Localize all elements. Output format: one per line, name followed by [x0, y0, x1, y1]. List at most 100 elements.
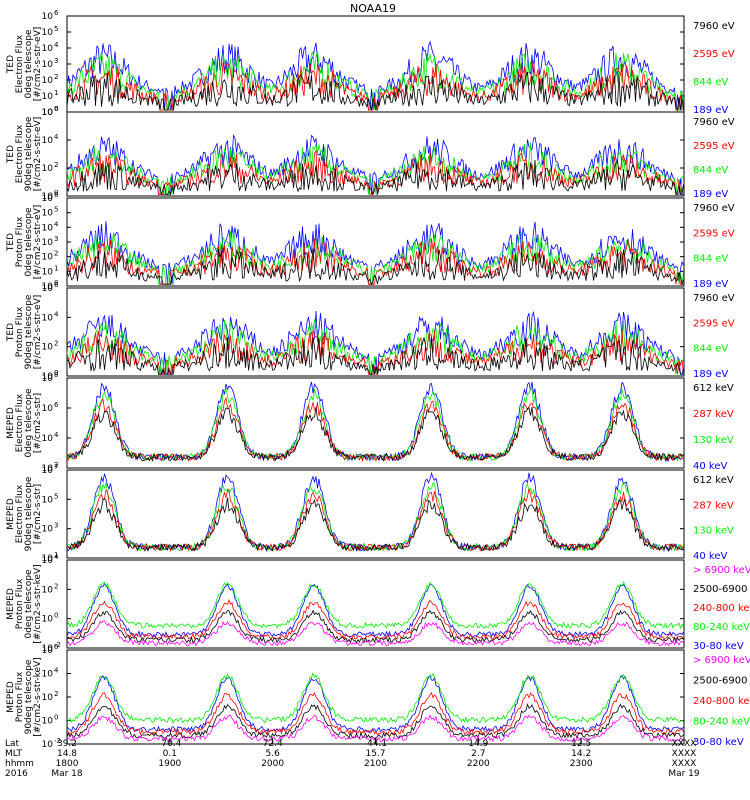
x-tick-label: XXXX: [672, 759, 697, 769]
panel-data: [67, 471, 684, 553]
legend-label: 2595 eV: [693, 318, 735, 329]
y-axis-label: TED: [6, 233, 16, 252]
legend-label: 287 keV: [693, 500, 734, 511]
y-tick-exponent: -2: [54, 737, 61, 745]
legend-label: 844 eV: [693, 344, 728, 355]
series-red: [67, 488, 684, 553]
y-axis-label: Electron Flux: [15, 484, 25, 543]
y-tick-label: 10: [42, 282, 54, 292]
y-tick-exponent: 5: [54, 206, 58, 214]
legend-label: 2595 eV: [693, 228, 735, 239]
series-blue: [67, 221, 684, 285]
y-tick-label: 10: [42, 44, 54, 54]
y-tick-exponent: 3: [54, 522, 58, 530]
y-axis-label: 0deg telescope: [24, 29, 34, 99]
legend-label: 844 eV: [693, 77, 728, 88]
y-tick-exponent: 6: [54, 401, 59, 409]
y-tick-exponent: 3: [54, 235, 58, 243]
x-row-label: 2016: [5, 769, 28, 779]
legend-label: 2500-6900: [693, 584, 748, 595]
y-axis-label: [#/cm2-s-str-eV]: [33, 295, 43, 370]
x-tick-label: 2000: [261, 759, 284, 769]
y-tick-label: 10: [42, 60, 54, 70]
y-tick-label: 10: [42, 313, 54, 323]
y-tick-label: 10: [42, 495, 54, 505]
x-tick-label: 1800: [56, 759, 79, 769]
x-tick-label: -70.4: [158, 739, 182, 749]
y-axis-label: [#/cm2-s-str-eV]: [33, 205, 43, 280]
series-green: [67, 581, 684, 630]
x-tick-label: 1900: [158, 759, 181, 769]
y-tick-exponent: 0: [54, 612, 58, 620]
x-row-label: Lat: [5, 739, 20, 749]
y-tick-label: 10: [42, 434, 54, 444]
y-tick-label: 10: [42, 374, 54, 384]
series-red: [67, 691, 684, 736]
panel-data: [67, 310, 684, 375]
legend-label: 80-240 keV: [693, 622, 750, 633]
legend-label: 7960 eV: [693, 293, 735, 304]
x-tick-label: XXXX: [672, 739, 697, 749]
legend-label: 2500-6900: [693, 676, 748, 687]
y-tick-exponent: 4: [54, 310, 59, 318]
legend-label: 287 keV: [693, 409, 734, 420]
y-tick-exponent: 2: [54, 582, 58, 590]
y-tick-exponent: 5: [54, 25, 58, 33]
legend-label: 240-800 keV: [693, 603, 750, 614]
y-tick-exponent: 0: [54, 369, 58, 377]
y-axis-label: 0deg telescope: [24, 207, 34, 277]
y-axis-label: 90deg telescope: [24, 116, 34, 191]
y-tick-exponent: 4: [54, 41, 59, 49]
y-tick-exponent: 4: [54, 667, 59, 675]
y-tick-label: 10: [42, 646, 54, 656]
x-tick-label: 39.2: [57, 739, 77, 749]
y-tick-label: 10: [42, 164, 54, 174]
y-tick-exponent: 6: [54, 281, 59, 289]
y-axis-label: Electron Flux: [15, 393, 25, 452]
y-tick-exponent: 7: [54, 463, 58, 471]
y-tick-label: 10: [42, 12, 54, 22]
y-tick-exponent: 4: [54, 133, 59, 141]
legend-label: 189 eV: [693, 369, 728, 380]
legend-label: 30-80 keV: [693, 737, 744, 748]
y-axis-label: Proton Flux: [15, 671, 25, 722]
legend-label: 844 eV: [693, 165, 728, 176]
y-axis-label: Proton Flux: [15, 578, 25, 629]
y-tick-label: 10: [42, 693, 54, 703]
y-tick-label: 10: [42, 28, 54, 38]
y-tick-label: 10: [42, 343, 54, 353]
y-tick-exponent: 2: [54, 250, 58, 258]
legend-label: 130 keV: [693, 435, 734, 446]
x-tick-label: 14.9: [468, 739, 488, 749]
y-tick-exponent: 1: [54, 551, 58, 559]
legend-label: 30-80 keV: [693, 641, 744, 652]
series-red: [67, 238, 684, 285]
series-red: [67, 149, 684, 195]
y-axis-label: [#/cm2-s-str]: [33, 393, 43, 453]
y-axis-label: 90deg telescope: [24, 294, 34, 369]
y-tick-exponent: 6: [54, 643, 59, 651]
y-tick-label: 10: [42, 615, 54, 625]
y-tick-exponent: 0: [54, 714, 58, 722]
x-tick-label: 14.2: [571, 749, 591, 759]
y-tick-label: 10: [42, 92, 54, 102]
series-black: [67, 336, 684, 375]
series-black: [67, 497, 684, 552]
y-tick-label: 10: [42, 717, 54, 727]
y-tick-exponent: 4: [54, 220, 59, 228]
y-axis-label: [#/cm2-s-str-keV]: [33, 657, 43, 736]
legend-label: 612 keV: [693, 383, 734, 394]
y-axis-label: Proton Flux: [15, 306, 25, 357]
legend-label: 189 eV: [693, 279, 728, 290]
y-tick-label: 10: [42, 466, 54, 476]
series-black: [67, 248, 684, 286]
y-tick-label: 10: [42, 670, 54, 680]
y-tick-exponent: 1: [54, 89, 58, 97]
y-tick-label: 10: [42, 108, 54, 118]
y-axis-label: MEPED: [6, 588, 16, 620]
